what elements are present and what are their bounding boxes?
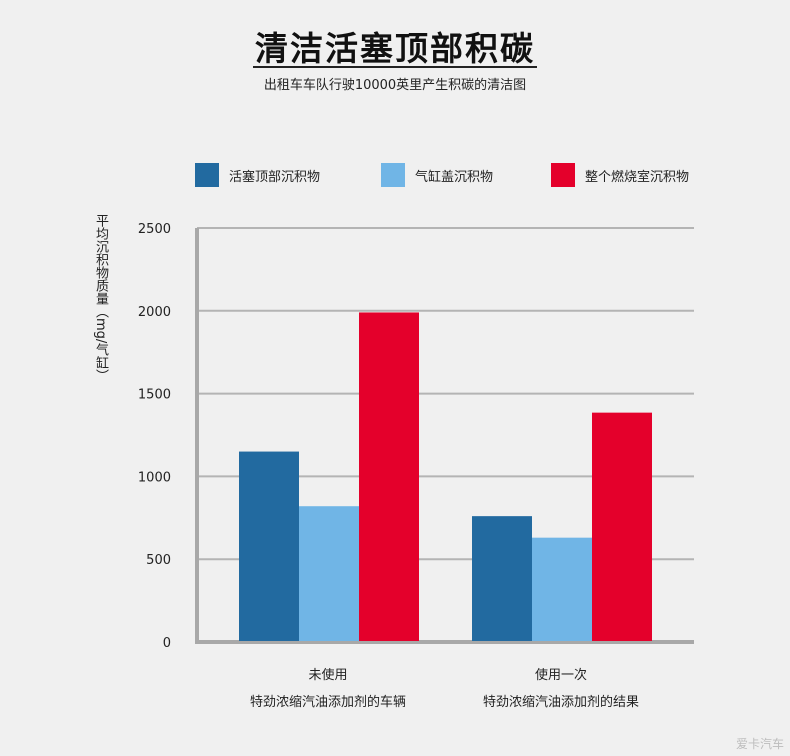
legend-item-combustion-chamber: 整个燃烧室沉积物 [551,162,689,188]
x-category-untreated: 未使用 特劲浓缩汽油添加剂的车辆 [208,662,448,716]
bar-untreated-series-0 [239,451,299,641]
bar-treated-series-0 [472,516,532,641]
bar-treated-series-2 [592,412,652,641]
chart-subtitle: 出租车车队行驶10000英里产生积碳的清洁图 [263,78,527,93]
x-category-treated: 使用一次 特劲浓缩汽油添加剂的结果 [441,662,681,716]
y-tick-label-0: 0 [163,636,171,651]
x-category-untreated-line1: 未使用 [308,668,348,683]
watermark: 爱卡汽车 [735,737,784,751]
legend: 活塞顶部沉积物 气缸盖沉积物 整个燃烧室沉积物 [0,162,790,188]
legend-label-piston-top: 活塞顶部沉积物 [229,169,321,185]
legend-item-piston-top: 活塞顶部沉积物 [195,162,320,188]
legend-label-cylinder-head: 气缸盖沉积物 [415,169,494,185]
y-tick-label-1500: 1500 [138,388,171,403]
x-category-treated-line2: 特劲浓缩汽油添加剂的结果 [482,695,639,710]
y-tick-label-2000: 2000 [138,305,171,320]
legend-item-cylinder-head: 气缸盖沉积物 [381,162,493,188]
bar-untreated-series-2 [359,312,419,641]
y-axis-label: 平均沉积物质量（mg/气缸） [93,214,108,383]
legend-swatch-piston-top [195,163,219,187]
bar-treated-series-1 [532,537,592,641]
chart-title: 清洁活塞顶部积碳 [255,29,535,68]
y-tick-label-1000: 1000 [138,470,171,485]
y-tick-label-500: 500 [146,553,171,568]
y-tick-label-2500: 2500 [138,222,171,237]
legend-label-combustion-chamber: 整个燃烧室沉积物 [585,169,690,185]
title-underline [253,66,537,68]
legend-swatch-cylinder-head [381,163,405,187]
x-category-treated-line1: 使用一次 [534,668,587,683]
x-category-untreated-line2: 特劲浓缩汽油添加剂的车辆 [249,695,406,710]
legend-swatch-combustion-chamber [551,163,575,187]
bar-untreated-series-1 [299,506,359,641]
